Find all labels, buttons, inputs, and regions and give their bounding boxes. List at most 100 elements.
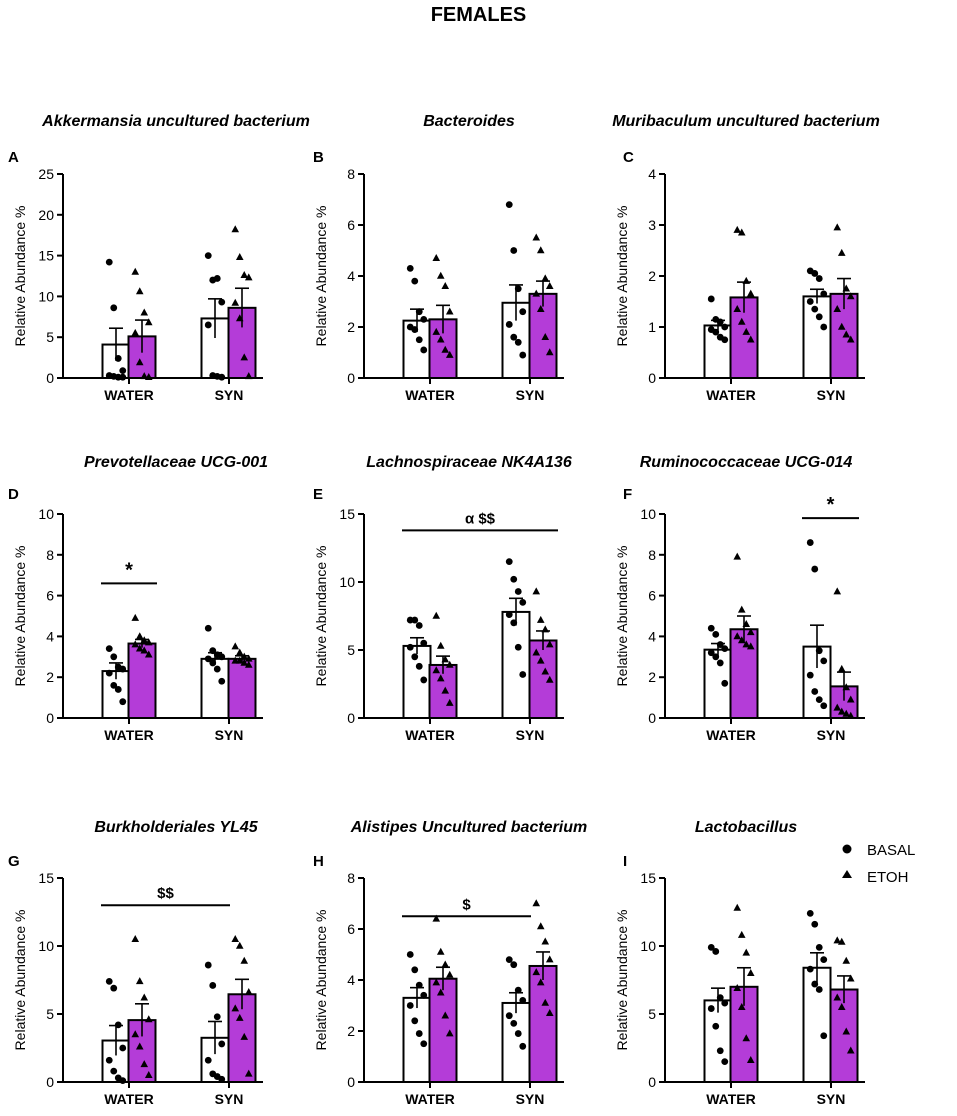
y-axis-label: Relative Abundance % bbox=[614, 546, 630, 687]
y-tick-label: 5 bbox=[46, 329, 54, 345]
data-point bbox=[445, 970, 454, 978]
data-point bbox=[411, 326, 419, 333]
data-point bbox=[135, 632, 144, 640]
data-point bbox=[209, 647, 217, 655]
data-point bbox=[837, 664, 846, 672]
data-point bbox=[519, 599, 527, 606]
data-point bbox=[110, 1067, 118, 1075]
y-tick-label: 4 bbox=[648, 166, 656, 182]
data-point bbox=[244, 273, 253, 281]
data-point bbox=[505, 558, 513, 565]
y-tick-label: 20 bbox=[38, 207, 54, 223]
significance-label: α $$ bbox=[465, 510, 496, 527]
data-point bbox=[140, 1060, 149, 1068]
y-tick-label: 6 bbox=[347, 217, 355, 233]
y-tick-label: 2 bbox=[347, 1023, 355, 1039]
data-point bbox=[733, 225, 742, 233]
data-point bbox=[536, 922, 545, 930]
y-axis-label: Relative Abundance % bbox=[614, 206, 630, 347]
panel-i: Lactobacillus I 0 5 10 15 Relative Abundance %… bbox=[614, 819, 865, 1107]
y-tick-label: 10 bbox=[640, 938, 656, 954]
panel-title: Lachnospiraceae NK4A136 bbox=[366, 454, 572, 471]
x-tick-label: SYN bbox=[516, 727, 545, 743]
data-point bbox=[131, 935, 140, 942]
data-point bbox=[144, 638, 153, 646]
y-tick-label: 8 bbox=[347, 166, 355, 182]
data-point bbox=[119, 373, 127, 381]
bar bbox=[428, 977, 458, 1083]
data-point bbox=[105, 258, 113, 266]
data-point bbox=[541, 625, 550, 633]
y-axis-label: Relative Abundance % bbox=[313, 206, 329, 347]
data-point bbox=[541, 998, 550, 1006]
y-tick-label: 6 bbox=[46, 588, 54, 604]
data-point bbox=[244, 654, 253, 662]
data-point bbox=[420, 1040, 428, 1048]
y-tick-label: 0 bbox=[648, 1074, 656, 1090]
data-point bbox=[716, 318, 724, 326]
y-tick-label: 0 bbox=[347, 370, 355, 386]
bar bbox=[528, 639, 558, 719]
data-point bbox=[411, 616, 419, 624]
data-point bbox=[541, 333, 550, 340]
data-point bbox=[231, 298, 240, 306]
data-point bbox=[131, 267, 140, 275]
data-point bbox=[213, 275, 221, 282]
data-point bbox=[411, 653, 419, 661]
data-point bbox=[532, 648, 541, 656]
data-point bbox=[716, 994, 724, 1002]
data-point bbox=[746, 335, 755, 343]
data-point bbox=[716, 1047, 724, 1055]
data-point bbox=[411, 277, 419, 285]
y-axis-label: Relative Abundance % bbox=[313, 546, 329, 687]
panel-title: Akkermansia uncultured bacterium bbox=[41, 113, 310, 130]
data-point bbox=[811, 565, 819, 573]
data-point bbox=[204, 624, 212, 632]
significance-label: $$ bbox=[157, 885, 174, 902]
y-tick-label: 4 bbox=[46, 628, 54, 644]
data-point bbox=[536, 246, 545, 254]
data-point bbox=[436, 335, 445, 343]
data-point bbox=[505, 201, 513, 209]
panel-letter: D bbox=[8, 486, 19, 503]
data-point bbox=[131, 640, 140, 648]
y-tick-label: 6 bbox=[648, 588, 656, 604]
x-tick-label: SYN bbox=[215, 727, 244, 743]
data-point bbox=[833, 223, 842, 231]
panel-f: Ruminococcaceae UCG-014 F 0 2 4 6 8 10 Relative … bbox=[614, 454, 865, 743]
data-point bbox=[820, 323, 828, 331]
data-point bbox=[721, 645, 729, 653]
y-tick-label: 0 bbox=[648, 370, 656, 386]
data-point bbox=[218, 677, 226, 685]
data-point bbox=[721, 336, 729, 344]
data-point bbox=[815, 647, 823, 655]
data-point bbox=[541, 937, 550, 945]
data-point bbox=[135, 644, 144, 652]
data-point bbox=[846, 711, 855, 719]
data-point bbox=[806, 909, 814, 917]
panel-letter: A bbox=[8, 149, 19, 166]
data-point bbox=[733, 903, 742, 911]
x-tick-label: WATER bbox=[104, 387, 154, 403]
data-point bbox=[213, 665, 221, 673]
x-tick-label: SYN bbox=[516, 1091, 545, 1107]
data-point bbox=[231, 1004, 240, 1012]
data-point bbox=[505, 611, 513, 619]
y-axis-label: Relative Abundance % bbox=[12, 546, 28, 687]
data-point bbox=[119, 1044, 127, 1052]
data-point bbox=[445, 1029, 454, 1037]
data-point bbox=[837, 1003, 846, 1010]
y-tick-label: 10 bbox=[38, 506, 54, 522]
y-tick-label: 2 bbox=[46, 669, 54, 685]
data-point bbox=[240, 658, 249, 666]
panel-letter: G bbox=[8, 853, 20, 870]
data-point bbox=[204, 961, 212, 969]
y-tick-label: 5 bbox=[46, 1006, 54, 1022]
data-point bbox=[737, 636, 746, 644]
data-point bbox=[505, 321, 513, 328]
data-point bbox=[218, 1040, 226, 1048]
data-point bbox=[536, 978, 545, 986]
y-tick-label: 5 bbox=[648, 1006, 656, 1022]
data-point bbox=[742, 327, 751, 335]
data-point bbox=[436, 988, 445, 996]
